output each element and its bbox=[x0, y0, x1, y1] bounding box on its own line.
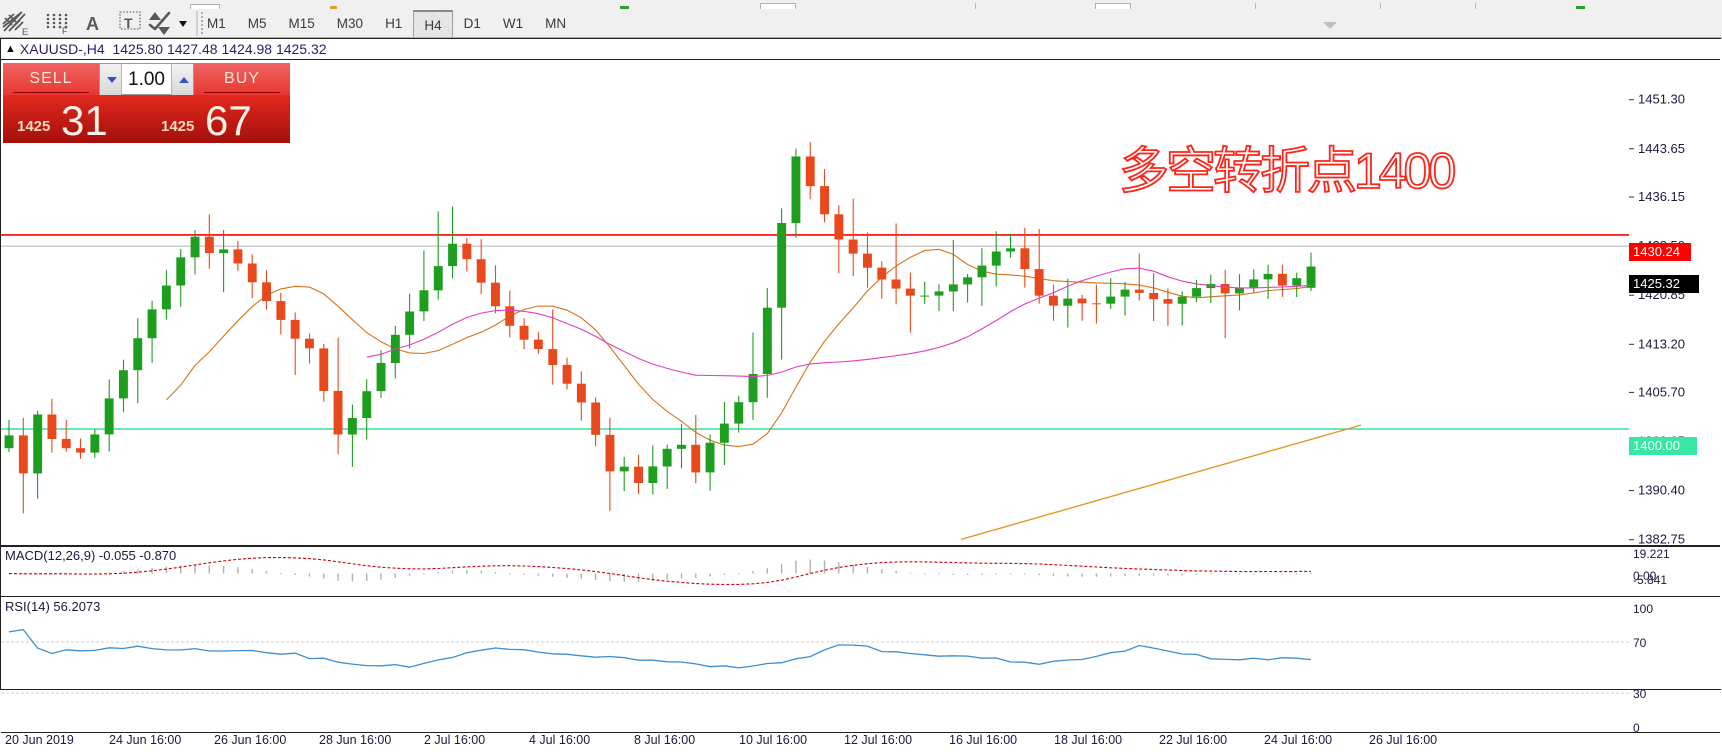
svg-text:1405.70: 1405.70 bbox=[1638, 384, 1685, 399]
svg-text:1436.15: 1436.15 bbox=[1638, 189, 1685, 204]
svg-text:1451.30: 1451.30 bbox=[1638, 92, 1685, 107]
svg-text:1390.40: 1390.40 bbox=[1638, 483, 1685, 498]
svg-text:1413.20: 1413.20 bbox=[1638, 336, 1685, 351]
svg-text:1443.65: 1443.65 bbox=[1638, 141, 1685, 156]
